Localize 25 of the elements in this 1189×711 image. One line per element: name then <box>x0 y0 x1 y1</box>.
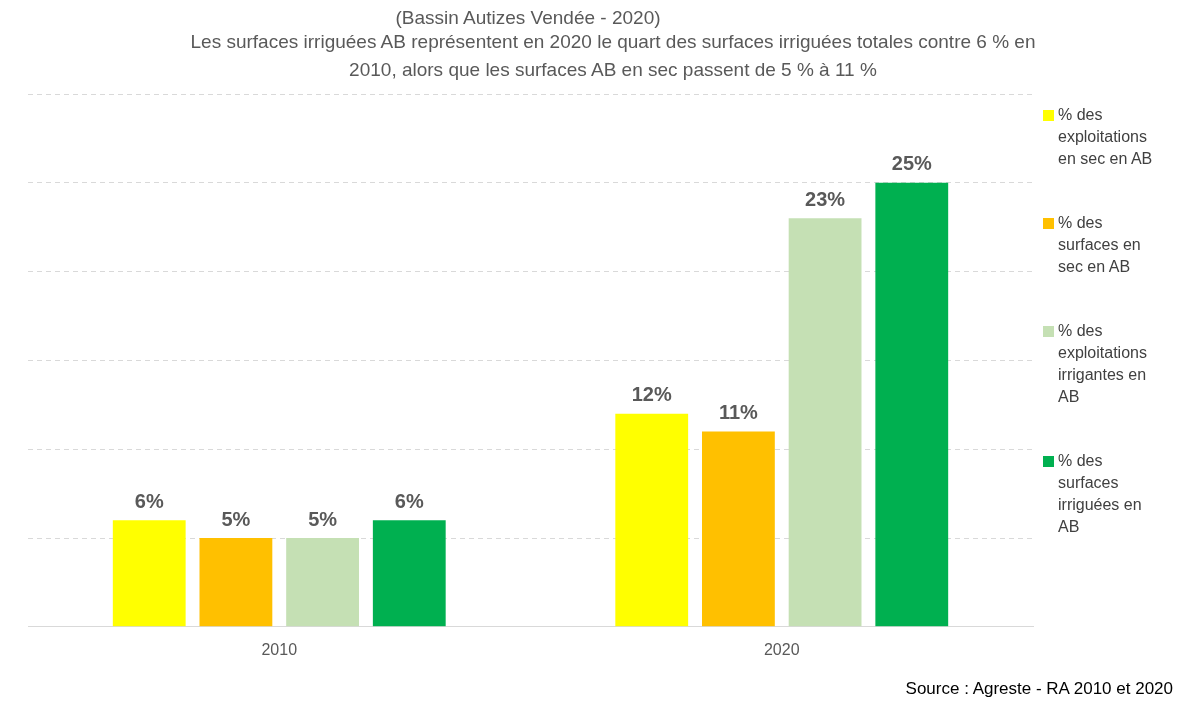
legend-label: % des surfaces en sec en AB <box>1058 213 1142 277</box>
chart-subtitle: (Bassin Autizes Vendée - 2020) <box>394 7 662 28</box>
legend-label: % des exploitations irrigantes en AB <box>1058 321 1148 407</box>
data-label: 5% <box>221 507 251 530</box>
bar <box>875 182 949 627</box>
data-label: 12% <box>631 383 672 406</box>
bar <box>199 538 273 627</box>
bar <box>286 538 359 627</box>
bar <box>112 520 186 627</box>
bar <box>372 520 446 627</box>
legend-label: % des exploitations en sec en AB <box>1058 105 1154 169</box>
data-label: 25% <box>891 152 932 175</box>
data-label: 11% <box>718 400 759 423</box>
bar <box>615 413 689 627</box>
bar <box>702 431 775 627</box>
data-label: 23% <box>805 187 846 210</box>
data-label: 6% <box>134 489 164 512</box>
chart-title: Les surfaces irriguées AB représentent en 2020 le quart des surfaces irriguées totales contre 6 % en 2010, alors que les surfaces AB en sec passent de 5 % à 11 % <box>189 30 1037 82</box>
data-label: 5% <box>308 507 338 530</box>
x-tick-label: 2010 <box>261 640 298 658</box>
x-tick-label: 2020 <box>763 640 800 658</box>
bar <box>788 218 862 627</box>
legend-label: % des surfaces irriguées en AB <box>1058 451 1143 537</box>
data-label: 6% <box>394 489 424 512</box>
source-note: Source : Agreste - RA 2010 et 2020 <box>905 679 1173 699</box>
